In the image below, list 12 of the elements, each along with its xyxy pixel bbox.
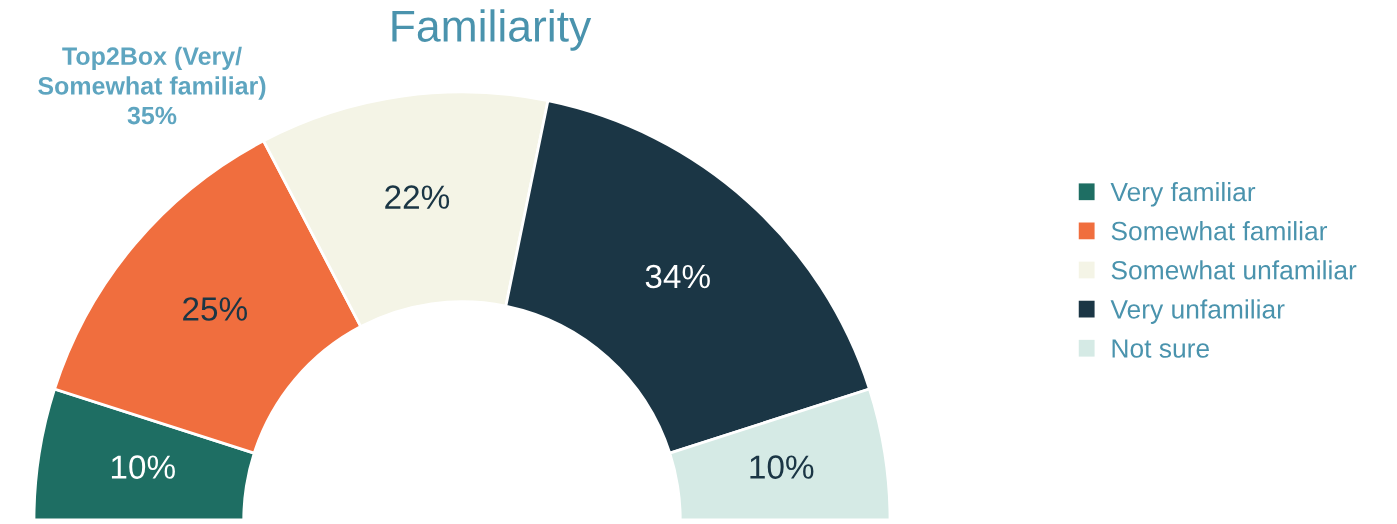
legend-label: Very familiar <box>1110 181 1256 207</box>
data-label: 22% <box>385 185 450 209</box>
data-label: 34% <box>645 264 710 289</box>
data-label: 10% <box>750 455 814 479</box>
text: Top2Box (Very/ Somewhat familiar) 35% <box>38 46 266 125</box>
legend-label: Somewhat familiar <box>1111 221 1328 241</box>
data-label: 25% <box>183 297 247 321</box>
legend-label: Somewhat unfamiliar <box>1111 260 1357 280</box>
data-label: 10% <box>111 455 175 479</box>
legend-label: Very unfamiliar <box>1110 299 1285 324</box>
legend-label: Not sure <box>1112 339 1209 358</box>
chart-title: Familiarity <box>392 9 592 51</box>
